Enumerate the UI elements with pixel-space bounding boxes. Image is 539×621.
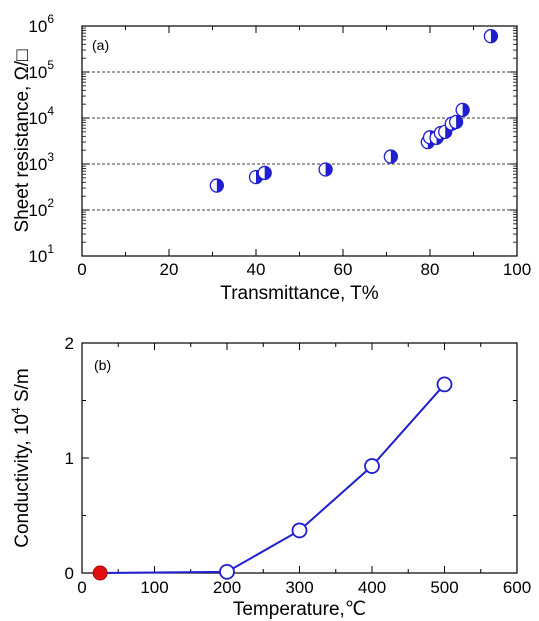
panel-a-label: (a) xyxy=(92,37,109,53)
panel-a-y-tick-label: 105 xyxy=(28,58,54,82)
panel-b-y-axis-title-prefix: Conductivity, 10 xyxy=(12,414,33,548)
panel-a-y-tick-label: 106 xyxy=(28,12,54,36)
panel-b-x-axis-title: Temperature,℃ xyxy=(233,599,366,620)
panel-b-y-tick-label: 2 xyxy=(65,334,74,353)
panel-b-series xyxy=(92,376,453,581)
panel-b-highlight-point xyxy=(92,565,108,581)
panel-a-data-point xyxy=(318,162,333,177)
panel-a-x-tick-label: 80 xyxy=(421,260,440,279)
panel-a-data-point xyxy=(209,178,225,193)
panel-a-sheet-resistance-chart: 0 20 40 60 80 100 101 102 103 104 105 106 (a) Tran… xyxy=(12,12,531,304)
panel-b-y-tick-labels: 0 1 2 xyxy=(65,334,74,583)
panel-b-x-tick-label: 300 xyxy=(285,578,313,597)
panel-b-data-point xyxy=(219,563,235,580)
panel-b-plot-frame xyxy=(81,342,518,574)
panel-a-y-tick-label: 104 xyxy=(28,104,54,128)
panel-b-x-tick-label: 600 xyxy=(503,578,531,597)
panel-b-data-point xyxy=(291,522,308,539)
panel-b-x-tick-label: 0 xyxy=(77,578,86,597)
panel-b-x-tick-label: 100 xyxy=(140,578,168,597)
panel-b-y-tick-label: 0 xyxy=(65,564,74,583)
panel-b-y-tick-label: 1 xyxy=(65,449,74,468)
panel-b-data-point xyxy=(436,376,453,393)
panel-a-data-point xyxy=(455,102,470,118)
panel-a-y-tick-label: 101 xyxy=(28,242,54,266)
panel-b-x-tick-label: 500 xyxy=(430,578,458,597)
panel-b-x-tick-label: 200 xyxy=(213,578,241,597)
panel-a-y-tick-label: 102 xyxy=(28,196,54,220)
panel-a-x-tick-label: 60 xyxy=(334,260,353,279)
panel-a-data-points xyxy=(209,29,499,193)
panel-b-label: (b) xyxy=(94,357,111,373)
panel-a-x-tick-labels: 0 20 40 60 80 100 xyxy=(77,260,531,279)
panel-a-x-tick-label: 100 xyxy=(503,260,531,279)
panel-a-x-tick-label: 0 xyxy=(77,260,86,279)
panel-a-x-axis-title: Transmittance, T% xyxy=(220,283,378,304)
panel-a-x-tick-label: 20 xyxy=(160,260,179,279)
panel-b-ticks xyxy=(81,342,518,574)
panel-b-data-point xyxy=(364,458,380,474)
panel-b-conductivity-chart: 0 100 200 300 400 500 600 0 1 2 (b) Temperature,… xyxy=(9,334,531,620)
panel-a-data-point xyxy=(483,29,499,44)
panel-a-ticks xyxy=(81,25,518,257)
panel-a-y-tick-label: 103 xyxy=(28,150,54,174)
panel-b-y-axis-title-exponent: 4 xyxy=(9,407,23,414)
panel-a-data-point xyxy=(383,149,399,164)
panel-a-plot-frame xyxy=(81,25,518,257)
panel-a-data-point xyxy=(448,114,464,130)
panel-b-x-tick-label: 400 xyxy=(358,578,386,597)
panel-b-x-tick-labels: 0 100 200 300 400 500 600 xyxy=(77,578,531,597)
panel-a-grid xyxy=(82,71,517,211)
panel-b-y-axis-title: Conductivity, 104 S/m xyxy=(9,368,33,548)
panel-b-series-line xyxy=(100,383,446,574)
panel-a-x-tick-label: 40 xyxy=(247,260,266,279)
panel-a-y-axis-title: Sheet resistance, Ω/□ xyxy=(12,49,33,233)
panel-b-y-axis-title-suffix: S/m xyxy=(12,368,33,407)
panel-a-data-point xyxy=(257,165,272,181)
panel-a-y-tick-labels: 101 102 103 104 105 106 xyxy=(28,12,54,266)
